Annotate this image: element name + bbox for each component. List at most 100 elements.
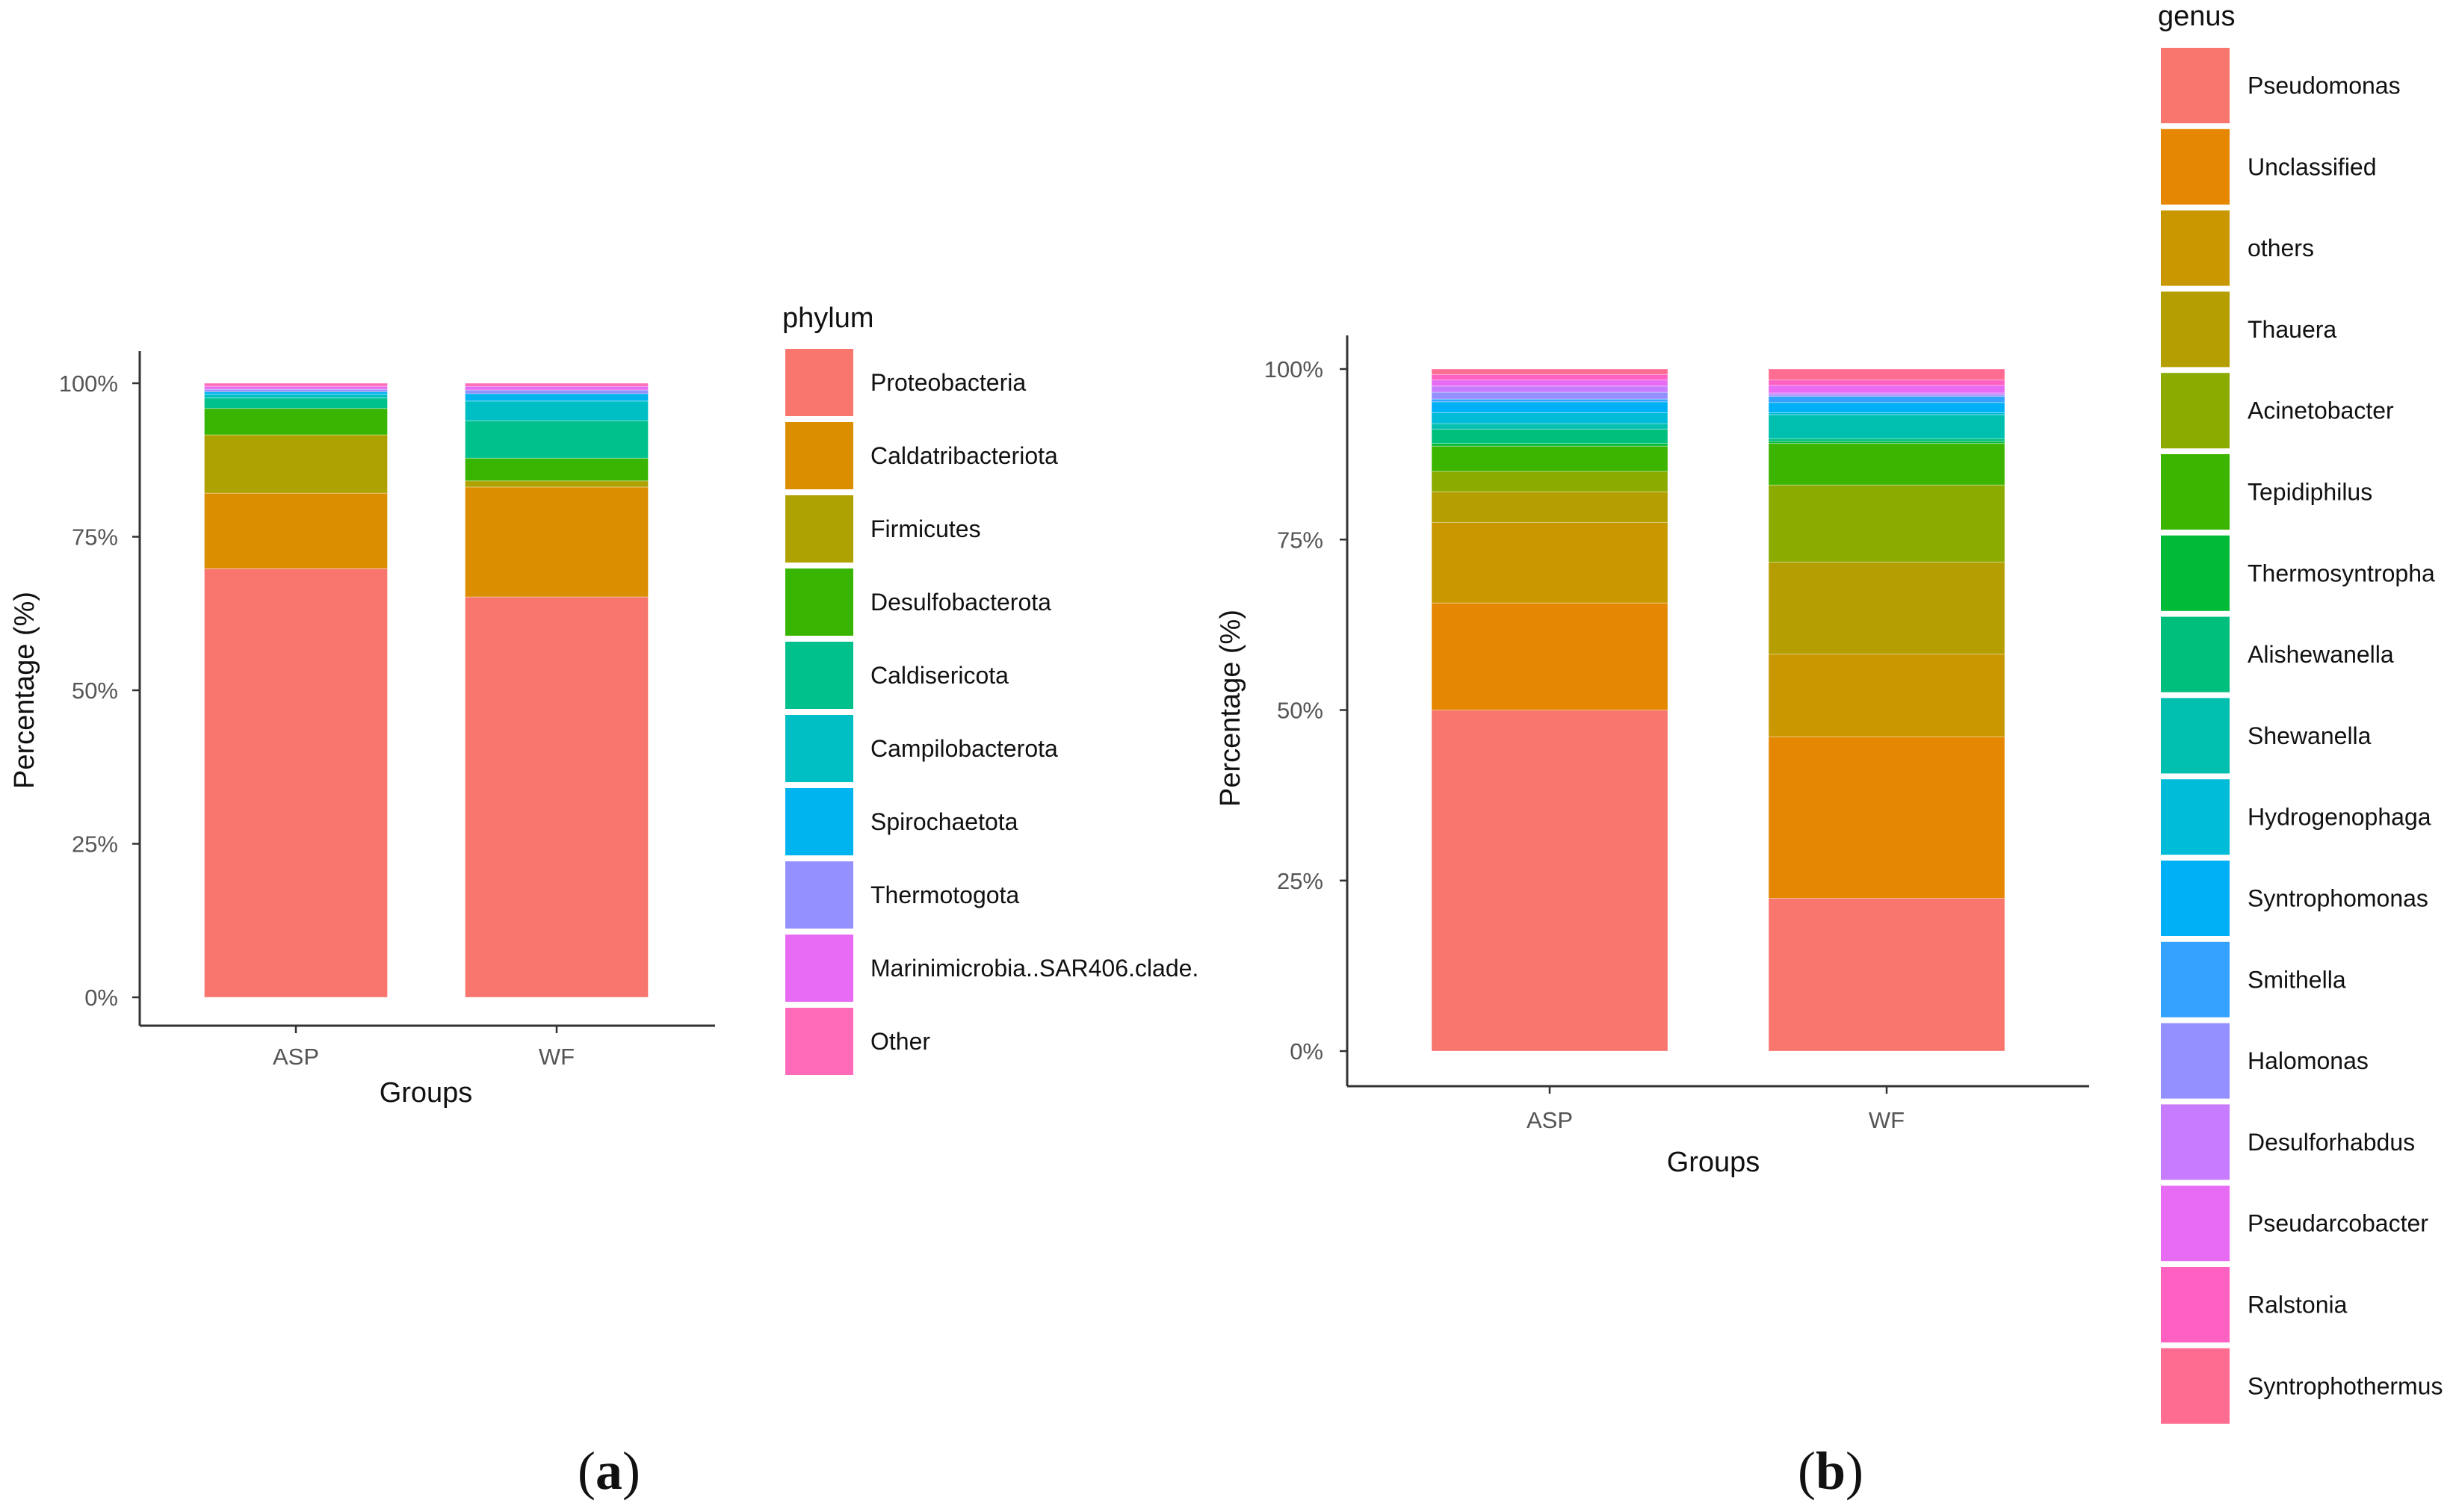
legend-label: Other (870, 1028, 930, 1055)
legend-label: Tepidiphilus (2248, 479, 2372, 506)
bar-segment: Smithella (1768, 396, 2005, 403)
bar-segment: Firmicutes (204, 434, 388, 494)
bar-stack-wf: ProteobacteriaCaldatribacteriotaFirmicut… (465, 382, 649, 998)
y-tick-label: 0% (1290, 1038, 1323, 1065)
legend-label: Proteobacteria (870, 369, 1026, 396)
bar-segment: others (1768, 654, 2005, 737)
y-tick-label: 50% (72, 678, 118, 704)
legend-swatch (2161, 1104, 2230, 1180)
legend-label: Ralstonia (2248, 1292, 2348, 1319)
y-tick-label: 25% (1277, 868, 1323, 894)
legend-label: Thauera (2248, 316, 2336, 343)
bar-segment: Ralstonia (1768, 379, 2005, 386)
bar-segment: Shewanella (1768, 414, 2005, 439)
bar-segment: others (1431, 521, 1668, 604)
bar-segment: Caldisericota (204, 397, 388, 409)
legend-swatch (2161, 698, 2230, 774)
x-tick-label: ASP (273, 1044, 319, 1070)
legend-label: others (2248, 235, 2314, 261)
legend-swatch (785, 568, 853, 636)
bar-segment: Proteobacteria (204, 568, 388, 998)
bar-segment: Tepidiphilus (1431, 445, 1668, 472)
legend-label: Alishewanella (2248, 641, 2394, 668)
legend-label: Caldatribacteriota (870, 442, 1058, 469)
legend-swatch (2161, 1267, 2230, 1342)
legend-swatch (2161, 861, 2230, 936)
legend-swatch (2161, 1348, 2230, 1424)
legend-swatch (2161, 210, 2230, 286)
panel-label: (b) (1798, 1441, 1863, 1501)
x-axis-title: Groups (1667, 1147, 1760, 1178)
bar-segment: Unclassified (1431, 602, 1668, 710)
bar-segment: Pseudomonas (1431, 710, 1668, 1052)
legend-swatch (785, 1008, 853, 1075)
y-tick-label: 100% (1264, 356, 1323, 382)
legend-swatch (785, 788, 853, 855)
y-tick-label: 100% (59, 371, 118, 397)
bar-segment: Thauera (1431, 491, 1668, 523)
bar-segment: Desulfobacterota (204, 408, 388, 436)
legend-swatch (2161, 373, 2230, 449)
x-tick-label: WF (539, 1044, 575, 1070)
legend-swatch (2161, 128, 2230, 205)
legend-label: Smithella (2248, 966, 2346, 993)
legend-swatch (2161, 941, 2230, 1017)
legend-swatch (785, 422, 853, 489)
legend: phylum Proteobacteria Caldatribacteriota Fi… (782, 303, 1198, 1075)
legend-swatch (2161, 616, 2230, 693)
legend-swatch (785, 715, 853, 782)
bar-segment: Proteobacteria (465, 596, 649, 998)
legend-label: Shewanella (2248, 722, 2372, 749)
legend-swatch (2161, 779, 2230, 855)
y-tick-label: 75% (1277, 527, 1323, 553)
bar-segment: Thermosyntropha (1431, 443, 1668, 447)
y-tick-label: 0% (84, 985, 118, 1011)
legend-label: Syntrophomonas (2248, 885, 2428, 912)
legend-swatch (2161, 535, 2230, 611)
bar-stack-wf: PseudomonasUnclassifiedothersThaueraAcin… (1768, 368, 2005, 1052)
legend-label: Thermotogota (870, 882, 1019, 908)
bar-segment: Other (465, 382, 649, 387)
bar-segment: Thermosyntropha (1768, 441, 2005, 444)
bar-segment: Caldatribacteriota (465, 486, 649, 598)
legend-label: Hydrogenophaga (2248, 804, 2431, 831)
legend-label: Halomonas (2248, 1047, 2369, 1074)
y-tick-label: 75% (72, 524, 118, 551)
panel-label: (a) (578, 1441, 640, 1501)
bar-segment: Unclassified (1768, 736, 2005, 899)
x-axis-title: Groups (380, 1077, 473, 1109)
y-axis-title: Percentage (%) (1215, 610, 1246, 807)
bar-segment: Marinimicrobia..SAR406.clade. (465, 385, 649, 391)
legend-label: Caldisericota (870, 662, 1009, 689)
bar-segment: Ralstonia (1431, 374, 1668, 381)
bar-segment: Thermotogota (465, 389, 649, 394)
legend: genus Pseudomonas Unclassified others Thauer… (2158, 1, 2443, 1424)
bar-segment: Campilobacterota (204, 394, 388, 399)
legend-swatch (2161, 291, 2230, 368)
legend-label: Syntrophothermus (2248, 1372, 2443, 1399)
bar-segment: Desulfobacterota (465, 457, 649, 482)
bar-segment: Firmicutes (465, 480, 649, 488)
bar-segment: Syntrophomonas (1431, 401, 1668, 413)
legend-label: Pseudarcobacter (2248, 1210, 2428, 1237)
legend-swatch (2161, 454, 2230, 530)
x-tick-label: ASP (1527, 1107, 1573, 1133)
bar-segment: Pseudarcobacter (1768, 385, 2005, 394)
bar-segment: Caldisericota (465, 420, 649, 459)
legend-swatch (785, 349, 853, 416)
legend-label: Spirochaetota (870, 808, 1018, 835)
legend-label: Acinetobacter (2248, 397, 2394, 424)
legend-swatch (785, 935, 853, 1002)
bar-segment: Thauera (1768, 561, 2005, 655)
y-tick-label: 25% (72, 831, 118, 858)
bar-segment: Campilobacterota (465, 400, 649, 421)
bar-segment: Marinimicrobia..SAR406.clade. (204, 385, 388, 390)
legend-label: Pseudomonas (2248, 72, 2401, 99)
legend-swatch (2161, 1023, 2230, 1099)
bar-segment: Desulforhabdus (1431, 385, 1668, 393)
legend-label: Marinimicrobia..SAR406.clade. (870, 955, 1198, 982)
bar-segment: Other (204, 382, 388, 387)
legend-label: Desulforhabdus (2248, 1129, 2415, 1156)
legend-label: Firmicutes (870, 515, 981, 542)
bar-stack-asp: ProteobacteriaCaldatribacteriotaFirmicut… (204, 382, 388, 998)
